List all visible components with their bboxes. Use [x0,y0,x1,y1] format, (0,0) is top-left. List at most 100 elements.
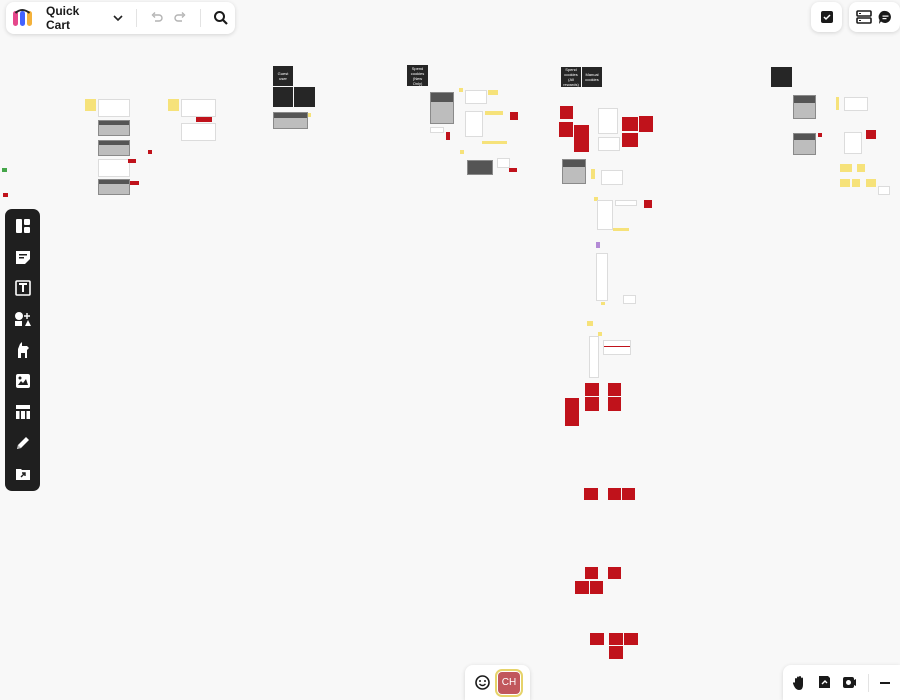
sticky-note[interactable] [168,99,179,111]
screenshot-card[interactable] [430,92,454,124]
sticky-note[interactable] [591,169,595,179]
undo-icon[interactable] [149,7,165,29]
comment-icon[interactable] [878,10,893,25]
image-icon[interactable] [12,370,34,392]
sticky-note[interactable] [585,383,599,396]
sticky-note[interactable] [130,181,139,185]
sticky-note[interactable] [585,397,599,411]
sticky-note[interactable] [836,97,839,110]
screenshot-card[interactable] [181,99,216,117]
screenshot-card[interactable] [497,158,510,168]
frame-label-manual-cookies[interactable]: Manual cookies [582,67,602,87]
sticky-note-icon[interactable] [12,246,34,268]
sticky-note[interactable] [85,99,96,111]
screenshot-card[interactable] [878,186,890,195]
screenshot-card[interactable] [623,295,636,304]
sticky-note[interactable] [590,581,603,594]
frame-label-spend-cookies[interactable]: Spend cookies (New Only) [407,65,428,86]
screenshot-card[interactable] [98,179,130,195]
shapes-icon[interactable] [12,308,34,330]
sticky-note[interactable] [148,150,152,154]
sticky-note[interactable] [510,112,518,120]
sticky-note[interactable] [608,397,621,411]
screenshot-card[interactable] [589,336,599,378]
sticky-note[interactable] [560,106,573,119]
layers-icon[interactable] [856,10,872,24]
screenshot-card[interactable] [603,340,631,355]
sticky-note[interactable] [594,197,598,201]
sticky-note[interactable] [590,633,604,645]
video-icon[interactable] [842,675,857,690]
sticky-note[interactable] [574,125,589,138]
screenshot-card[interactable] [430,127,444,133]
screenshot-card[interactable] [596,253,608,301]
frame-label-spend-cookies-all[interactable]: Spend cookies (All rewards) [561,67,581,87]
sticky-note[interactable] [488,90,498,95]
sticky-note[interactable] [852,179,860,187]
sticky-note[interactable] [3,193,8,197]
sticky-note[interactable] [509,168,517,172]
checkbox-icon[interactable] [820,10,834,24]
sticky-note[interactable] [575,581,589,594]
screenshot-card[interactable] [844,132,862,154]
sticky-note[interactable] [587,321,593,326]
screenshot-card[interactable] [98,120,130,136]
sticky-note[interactable] [644,200,652,208]
screenshot-card[interactable] [273,112,308,129]
reaction-icon[interactable] [475,675,490,690]
sticky-note[interactable] [622,117,638,131]
sticky-note[interactable] [624,633,638,645]
sticky-note[interactable] [857,164,865,172]
text-card[interactable] [273,87,293,107]
zoom-out-icon[interactable] [879,677,891,689]
sticky-note[interactable] [460,150,464,154]
pen-icon[interactable] [12,432,34,454]
presentation-icon[interactable] [817,675,832,690]
sticky-note[interactable] [840,179,850,187]
screenshot-card[interactable] [98,99,130,117]
sticky-note[interactable] [840,164,852,172]
sticky-note[interactable] [482,141,507,144]
sticky-note[interactable] [866,179,876,187]
chevron-down-icon[interactable] [111,9,124,27]
sticky-note[interactable] [459,88,463,92]
sticky-note[interactable] [128,159,136,163]
sticky-note[interactable] [608,567,621,579]
sticky-note[interactable] [613,228,629,231]
sticky-note[interactable] [585,567,598,579]
screenshot-card[interactable] [598,108,618,134]
sticky-note[interactable] [601,302,605,305]
sticky-note[interactable] [2,168,7,172]
screenshot-card[interactable] [98,159,130,177]
search-icon[interactable] [213,7,229,29]
screenshot-card[interactable] [465,111,483,137]
sticky-note[interactable] [565,412,579,426]
frame-label-guest-user[interactable]: Guest user [273,66,293,86]
sticky-note[interactable] [866,130,876,139]
screenshot-card[interactable] [467,160,493,175]
sticky-note[interactable] [196,117,212,122]
sticky-note[interactable] [818,133,822,137]
screenshot-card[interactable] [562,159,586,184]
text-card[interactable] [771,67,792,87]
screenshot-card[interactable] [465,90,487,104]
templates-icon[interactable] [12,215,34,237]
sticky-note[interactable] [574,138,589,152]
screenshot-card[interactable] [844,97,868,111]
sticky-note[interactable] [598,332,602,336]
avatar[interactable]: CH [495,668,523,697]
screenshot-card[interactable] [181,123,216,141]
sticky-note[interactable] [609,646,623,659]
sticky-note[interactable] [639,116,653,132]
screenshot-card[interactable] [615,200,637,206]
miro-logo-icon[interactable] [12,8,36,28]
sticky-note[interactable] [485,111,503,115]
screenshot-card[interactable] [601,170,623,185]
sticky-note[interactable] [608,488,621,500]
screenshot-card[interactable] [597,200,613,230]
hand-icon[interactable] [792,675,807,691]
sticky-note[interactable] [608,383,621,396]
text-icon[interactable] [12,277,34,299]
sticky-note[interactable] [559,122,573,137]
sticky-note[interactable] [622,488,635,500]
